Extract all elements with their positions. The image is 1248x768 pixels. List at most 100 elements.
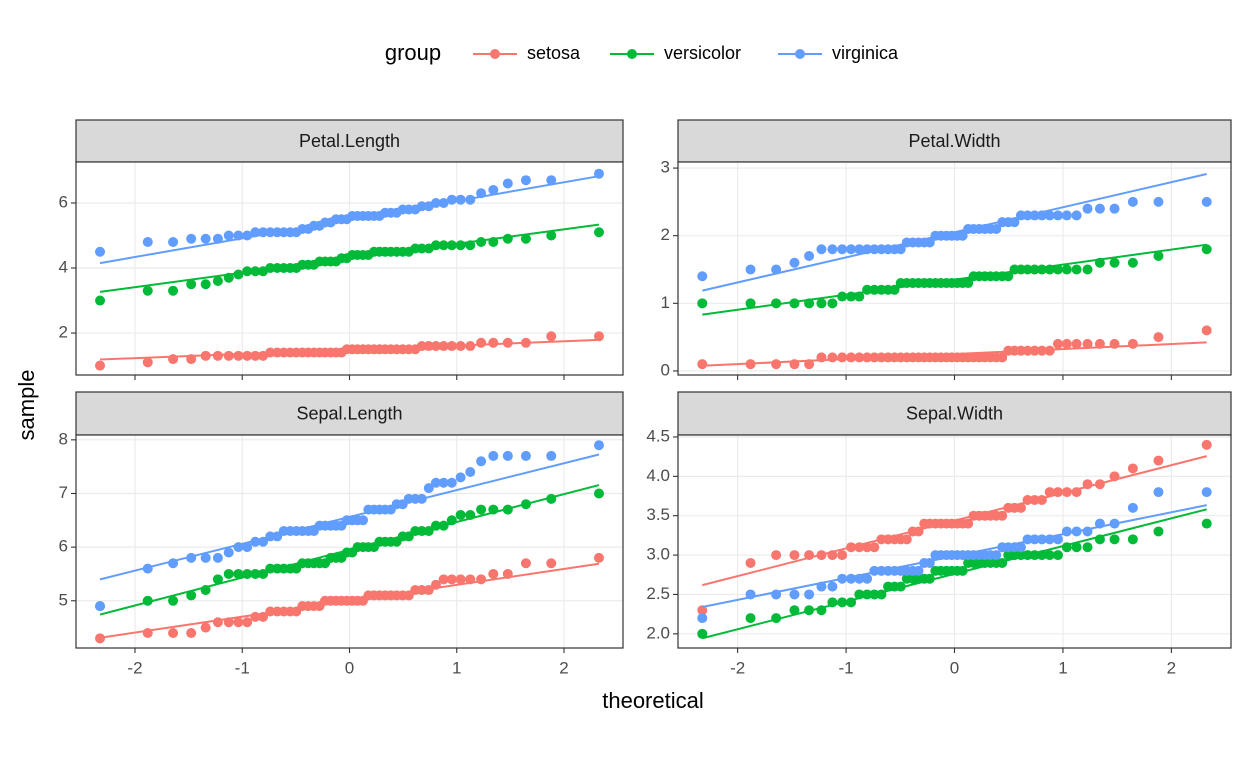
panel-border xyxy=(75,434,624,649)
point xyxy=(502,504,513,515)
strip-label: Sepal.Length xyxy=(296,403,402,423)
point xyxy=(1044,345,1055,356)
point xyxy=(745,613,756,624)
point xyxy=(250,350,261,361)
point xyxy=(438,520,449,531)
point xyxy=(265,263,276,274)
point xyxy=(1082,264,1093,275)
point xyxy=(771,589,782,600)
point xyxy=(846,542,857,553)
point xyxy=(697,298,708,309)
point xyxy=(816,550,827,561)
point xyxy=(789,359,800,370)
point xyxy=(789,589,800,600)
point xyxy=(250,568,261,579)
point xyxy=(854,352,865,363)
point xyxy=(142,236,153,247)
y-tick-label: 7 xyxy=(59,483,68,502)
legend-label: versicolor xyxy=(664,43,741,63)
point xyxy=(593,331,604,342)
x-tick-label: 2 xyxy=(1167,658,1176,677)
point xyxy=(488,236,499,247)
point xyxy=(869,589,880,600)
point xyxy=(502,178,513,189)
point xyxy=(1109,338,1120,349)
point xyxy=(862,352,873,363)
point xyxy=(1036,210,1047,221)
point xyxy=(265,347,276,358)
point xyxy=(837,597,848,608)
y-tick-label: 4.5 xyxy=(646,426,670,445)
point xyxy=(697,359,708,370)
legend-label: virginica xyxy=(832,43,899,63)
point xyxy=(1109,203,1120,214)
point xyxy=(862,284,873,295)
point xyxy=(186,279,197,290)
point xyxy=(1201,325,1212,336)
point xyxy=(446,194,457,205)
point xyxy=(837,550,848,561)
point xyxy=(913,565,924,576)
point xyxy=(416,585,427,596)
point xyxy=(212,350,223,361)
y-tick-label: 4.0 xyxy=(646,466,670,485)
point xyxy=(1153,487,1164,498)
point xyxy=(1127,196,1138,207)
point xyxy=(446,515,457,526)
point xyxy=(804,359,815,370)
point xyxy=(476,456,487,467)
point xyxy=(1022,534,1033,545)
point xyxy=(1009,217,1020,228)
point xyxy=(520,499,531,510)
point xyxy=(265,531,276,542)
point xyxy=(438,197,449,208)
y-tick-label: 3.5 xyxy=(646,505,670,524)
point xyxy=(1094,203,1105,214)
point xyxy=(1201,518,1212,529)
point xyxy=(265,227,276,238)
point xyxy=(212,233,223,244)
point xyxy=(1044,550,1055,561)
y-tick-label: 3 xyxy=(661,158,670,177)
point xyxy=(1052,210,1063,221)
point xyxy=(593,227,604,238)
point xyxy=(242,617,253,628)
point xyxy=(1153,332,1164,343)
point xyxy=(1061,487,1072,498)
point xyxy=(697,628,708,639)
point xyxy=(869,542,880,553)
point xyxy=(837,352,848,363)
point xyxy=(837,244,848,255)
point xyxy=(1052,550,1063,561)
point xyxy=(168,236,179,247)
point xyxy=(233,350,244,361)
point xyxy=(827,352,838,363)
point xyxy=(142,595,153,606)
x-tick-label: -1 xyxy=(839,658,854,677)
y-tick-label: 5 xyxy=(59,590,68,609)
point xyxy=(1061,338,1072,349)
point xyxy=(1044,487,1055,498)
point xyxy=(142,563,153,574)
panel-border xyxy=(677,434,1232,649)
point xyxy=(816,298,827,309)
point xyxy=(423,585,434,596)
point xyxy=(1029,494,1040,505)
point xyxy=(186,590,197,601)
point xyxy=(95,360,106,371)
point xyxy=(250,266,261,277)
point xyxy=(95,601,106,612)
point xyxy=(455,240,466,251)
point xyxy=(520,558,531,569)
point xyxy=(546,230,557,241)
point xyxy=(142,285,153,296)
point xyxy=(869,244,880,255)
point xyxy=(186,233,197,244)
point xyxy=(771,550,782,561)
strip-label: Petal.Length xyxy=(299,131,400,151)
point xyxy=(200,350,211,361)
point xyxy=(168,285,179,296)
point xyxy=(488,337,499,348)
point xyxy=(520,337,531,348)
